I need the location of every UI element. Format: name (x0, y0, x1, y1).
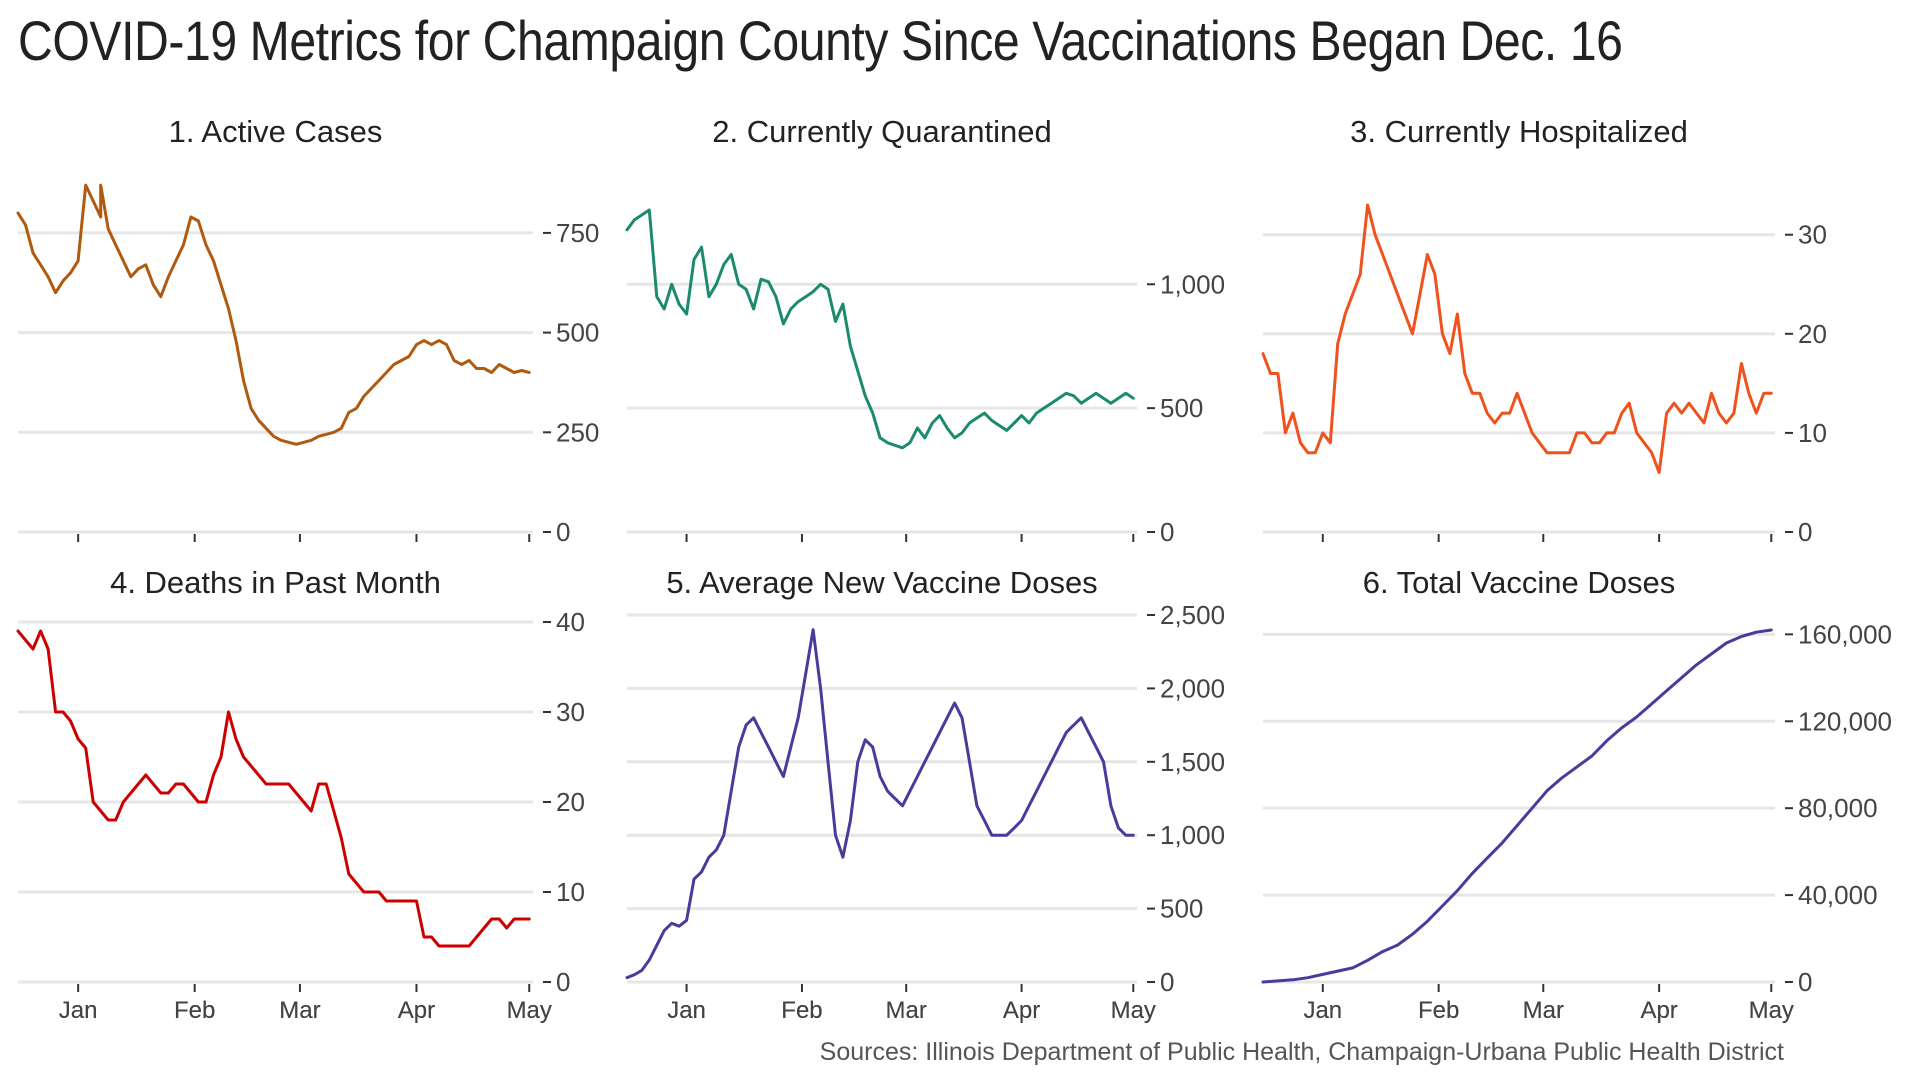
y-tick-label: 120,000 (1798, 706, 1892, 736)
chart-panel-1: 1. Active Cases 0 250 500 750 Jan Feb Mar Apr May (16, 114, 599, 1024)
x-tick-label: Feb (174, 997, 215, 1024)
y-tick-label: 10 (1798, 418, 1827, 448)
x-tick-label: Jan (1303, 997, 1342, 1024)
y-tick-label: 0 (1798, 517, 1812, 547)
chart-title: 2. Currently Quarantined (712, 114, 1051, 149)
chart-panel-4: 4. Deaths in Past Month 0 10 20 30 40 Jan Feb Ma… (16, 565, 585, 1024)
y-tick-label: 0 (1798, 967, 1812, 997)
y-tick-label: 0 (556, 967, 570, 997)
y-tick-label: 40 (556, 607, 585, 637)
y-tick-label: 10 (556, 877, 585, 907)
y-tick-label: 1,000 (1160, 269, 1225, 299)
x-tick-label: Feb (1418, 997, 1459, 1024)
y-tick-label: 500 (556, 318, 599, 348)
y-tick-label: 1,500 (1160, 747, 1225, 777)
chart-panel-5: 5. Average New Vaccine Doses 0 500 1,000 1,5… (625, 565, 1225, 1024)
y-tick-label: 250 (556, 417, 599, 447)
x-tick-label: Feb (781, 997, 822, 1024)
source-note: Sources: Illinois Department of Public H… (819, 1038, 1784, 1066)
x-tick-label: Mar (279, 997, 320, 1024)
y-tick-label: 0 (556, 517, 570, 547)
y-tick-label: 0 (1160, 967, 1174, 997)
x-tick-label: Apr (398, 997, 435, 1024)
y-tick-label: 20 (556, 787, 585, 817)
x-tick-label: May (1111, 997, 1156, 1024)
x-tick-label: Feb (174, 997, 215, 1024)
x-tick-label: Mar (886, 997, 927, 1024)
x-tick-label: Apr (1003, 997, 1040, 1024)
page-title: COVID-19 Metrics for Champaign County Si… (18, 9, 1623, 72)
x-tick-label: Jan (59, 997, 98, 1024)
series-line (1261, 203, 1773, 474)
chart-title: 3. Currently Hospitalized (1350, 114, 1688, 149)
y-tick-label: 750 (556, 218, 599, 248)
x-tick-label: May (1749, 997, 1794, 1024)
series-line (16, 629, 531, 948)
x-tick-label: Feb (1418, 997, 1459, 1024)
x-tick-label: Apr (398, 997, 435, 1024)
x-tick-label: May (1749, 997, 1794, 1024)
series-line (1261, 628, 1773, 984)
x-tick-label: May (1111, 997, 1156, 1024)
x-tick-label: Apr (1003, 997, 1040, 1024)
x-tick-label: Jan (667, 997, 706, 1024)
chart-panel-6: 6. Total Vaccine Doses 0 40,000 80,000 120,0… (1261, 565, 1892, 1024)
x-tick-label: Mar (1523, 997, 1564, 1024)
y-tick-label: 0 (1160, 517, 1174, 547)
chart-panel-3: 3. Currently Hospitalized 0 10 20 30 Jan Feb Ma… (1261, 114, 1827, 1024)
x-tick-label: Jan (1303, 997, 1342, 1024)
series-line (625, 628, 1135, 980)
series-line (16, 183, 531, 446)
y-tick-label: 80,000 (1798, 793, 1878, 823)
y-tick-label: 40,000 (1798, 880, 1878, 910)
x-tick-label: Jan (667, 997, 706, 1024)
x-tick-label: Apr (1640, 997, 1677, 1024)
y-tick-label: 2,000 (1160, 673, 1225, 703)
x-tick-label: Feb (781, 997, 822, 1024)
x-tick-label: Apr (1640, 997, 1677, 1024)
y-tick-label: 2,500 (1160, 600, 1225, 630)
series-line (625, 208, 1135, 450)
y-tick-label: 500 (1160, 894, 1203, 924)
y-tick-label: 160,000 (1798, 619, 1892, 649)
chart-title: 5. Average New Vaccine Doses (666, 565, 1097, 600)
y-tick-label: 30 (556, 697, 585, 727)
y-tick-label: 30 (1798, 220, 1827, 250)
y-tick-label: 1,000 (1160, 820, 1225, 850)
chart-title: 4. Deaths in Past Month (110, 565, 441, 600)
y-tick-label: 500 (1160, 393, 1203, 423)
chart-panel-2: 2. Currently Quarantined 0 500 1,000 Jan Feb M… (625, 114, 1225, 1024)
x-tick-label: Mar (1523, 997, 1564, 1024)
x-tick-label: Mar (279, 997, 320, 1024)
x-tick-label: May (507, 997, 552, 1024)
x-tick-label: Jan (59, 997, 98, 1024)
x-tick-label: May (507, 997, 552, 1024)
chart-title: 1. Active Cases (169, 114, 383, 149)
chart-title: 6. Total Vaccine Doses (1363, 565, 1675, 600)
x-tick-label: Mar (886, 997, 927, 1024)
y-tick-label: 20 (1798, 319, 1827, 349)
